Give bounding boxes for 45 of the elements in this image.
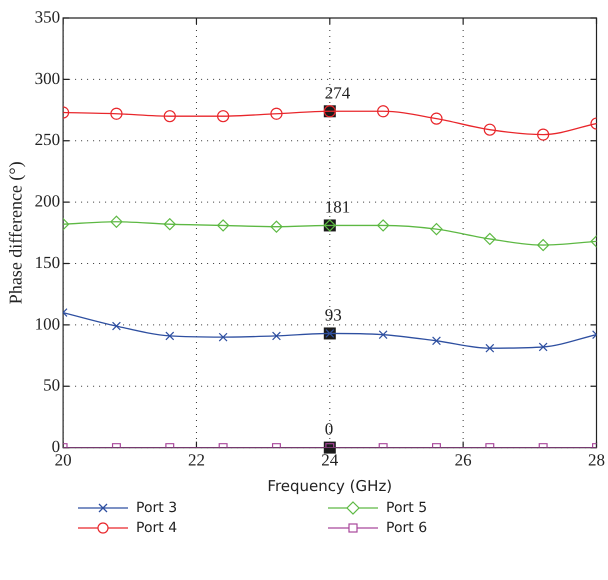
point xyxy=(485,344,494,353)
point xyxy=(378,330,388,340)
point xyxy=(164,218,176,230)
legend-label: Port 6 xyxy=(386,520,428,536)
x-tick-label: 26 xyxy=(454,450,472,470)
x-axis-title: Frequency (GHz) xyxy=(267,476,392,495)
y-tick-label: 200 xyxy=(34,192,60,211)
data-label: 93 xyxy=(324,305,342,324)
point xyxy=(110,216,123,228)
point xyxy=(164,110,176,122)
y-tick-label: 100 xyxy=(34,314,60,334)
point xyxy=(377,105,390,118)
point xyxy=(217,219,230,232)
point xyxy=(537,128,550,141)
legend-label: Port 5 xyxy=(386,500,428,516)
x-tick-label: 24 xyxy=(321,450,339,470)
point xyxy=(377,219,390,232)
point xyxy=(538,342,548,352)
x-tick-label: 28 xyxy=(588,450,605,470)
point xyxy=(217,110,230,122)
point xyxy=(484,232,496,246)
point xyxy=(272,331,281,340)
point xyxy=(165,331,174,340)
point xyxy=(430,112,443,125)
point xyxy=(484,124,496,136)
x-tick-label: 22 xyxy=(188,450,205,470)
point xyxy=(270,108,283,120)
data-label: 181 xyxy=(324,197,350,216)
point xyxy=(218,332,228,342)
y-tick-label: 350 xyxy=(34,7,60,26)
point xyxy=(432,336,441,346)
y-tick-label: 300 xyxy=(34,68,60,88)
point xyxy=(112,322,121,331)
y-tick-label: 50 xyxy=(43,376,60,395)
y-tick-label: 250 xyxy=(34,130,60,150)
legend-label: Port 3 xyxy=(136,500,178,516)
point xyxy=(270,220,283,233)
data-label: 0 xyxy=(324,420,334,439)
point xyxy=(430,223,443,236)
y-axis-title: Phase difference (°) xyxy=(6,161,26,304)
legend-label: Port 4 xyxy=(136,520,178,536)
point xyxy=(110,108,123,120)
data-label: 274 xyxy=(324,83,351,102)
y-tick-label: 150 xyxy=(34,252,60,272)
point xyxy=(537,238,550,252)
